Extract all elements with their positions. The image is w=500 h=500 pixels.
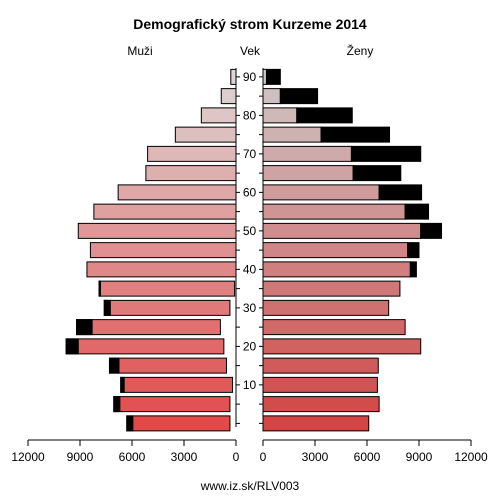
female-bar-80-84 (262, 107, 298, 124)
female-x-tick-label: 0 (260, 450, 267, 464)
male-bar-35-39 (98, 280, 236, 297)
female-bar-85-89 (262, 88, 281, 105)
female-excess-60-64 (378, 184, 423, 201)
female-bar-40-44 (262, 261, 411, 278)
male-excess-10-14 (120, 376, 125, 393)
male-bar-15-19 (108, 357, 227, 374)
male-excess-35-39 (98, 280, 101, 297)
age-tick-label: 10 (243, 378, 257, 392)
female-bar-60-64 (262, 184, 380, 201)
female-bar-5-9 (262, 396, 380, 413)
footer-url: www.iz.sk/RLV003 (200, 479, 300, 493)
female-excess-70-74 (350, 145, 422, 162)
female-x-tick-label: 9000 (406, 450, 433, 464)
male-bar-85-89 (220, 88, 237, 105)
male-bar-30-34 (103, 299, 231, 316)
female-x-tick-label: 3000 (302, 450, 329, 464)
female-bar-65-69 (262, 165, 354, 182)
male-excess-30-34 (103, 299, 111, 316)
female-excess-85-89 (279, 88, 319, 105)
male-bar-40-44 (86, 261, 237, 278)
female-bar-90+ (262, 68, 267, 85)
male-excess-5-9 (113, 396, 121, 413)
female-bar-25-29 (262, 319, 406, 336)
age-tick-label: 90 (243, 70, 257, 84)
female-excess-75-79 (320, 126, 391, 143)
male-excess-0-4 (126, 415, 134, 432)
female-excess-55-59 (404, 203, 430, 220)
female-bar-35-39 (262, 280, 401, 297)
female-excess-65-69 (352, 165, 402, 182)
male-bar-65-69 (145, 165, 237, 182)
female-bar-20-24 (262, 338, 422, 355)
male-bar-20-24 (65, 338, 225, 355)
male-x-tick-label: 12000 (11, 450, 45, 464)
female-bar-15-19 (262, 357, 379, 374)
age-tick-label: 20 (243, 339, 257, 353)
male-x-tick-label: 3000 (171, 450, 198, 464)
male-bar-55-59 (93, 203, 237, 220)
females-label: Ženy (347, 43, 374, 58)
male-bar-0-4 (126, 415, 231, 432)
chart-title: Demografický strom Kurzeme 2014 (133, 16, 367, 32)
female-bar-10-14 (262, 376, 378, 393)
female-bar-75-79 (262, 126, 322, 143)
male-bar-50-54 (77, 222, 237, 239)
age-tick-label: 40 (243, 262, 257, 276)
female-excess-45-49 (407, 242, 420, 259)
female-bar-0-4 (262, 415, 370, 432)
female-excess-80-84 (296, 107, 353, 124)
male-excess-20-24 (65, 338, 79, 355)
male-bar-90+ (230, 68, 237, 85)
male-bar-25-29 (76, 319, 221, 336)
age-tick-label: 70 (243, 147, 257, 161)
female-bar-55-59 (262, 203, 406, 220)
male-bar-60-64 (117, 184, 237, 201)
male-bar-75-79 (174, 126, 237, 143)
female-bar-30-34 (262, 299, 390, 316)
female-bar-70-74 (262, 145, 352, 162)
female-bar-50-54 (262, 222, 422, 239)
male-x-tick-label: 9000 (67, 450, 94, 464)
male-bar-70-74 (147, 145, 237, 162)
female-x-tick-label: 6000 (354, 450, 381, 464)
male-x-tick-label: 0 (233, 450, 240, 464)
female-excess-50-54 (420, 222, 443, 239)
male-bar-10-14 (120, 376, 234, 393)
age-tick-label: 60 (243, 185, 257, 199)
female-x-tick-label: 12000 (454, 450, 488, 464)
male-x-tick-label: 6000 (119, 450, 146, 464)
male-bar-5-9 (113, 396, 231, 413)
male-excess-25-29 (76, 319, 93, 336)
age-label: Vek (240, 44, 261, 58)
males-label: Muži (127, 44, 152, 58)
age-tick-label: 30 (243, 301, 257, 315)
age-tick-label: 80 (243, 108, 257, 122)
female-excess-40-44 (409, 261, 417, 278)
age-tick-label: 50 (243, 224, 257, 238)
male-bar-45-49 (89, 242, 237, 259)
female-excess-90+ (265, 68, 281, 85)
male-bar-80-84 (200, 107, 237, 124)
female-bar-45-49 (262, 242, 409, 259)
male-excess-15-19 (108, 357, 120, 374)
